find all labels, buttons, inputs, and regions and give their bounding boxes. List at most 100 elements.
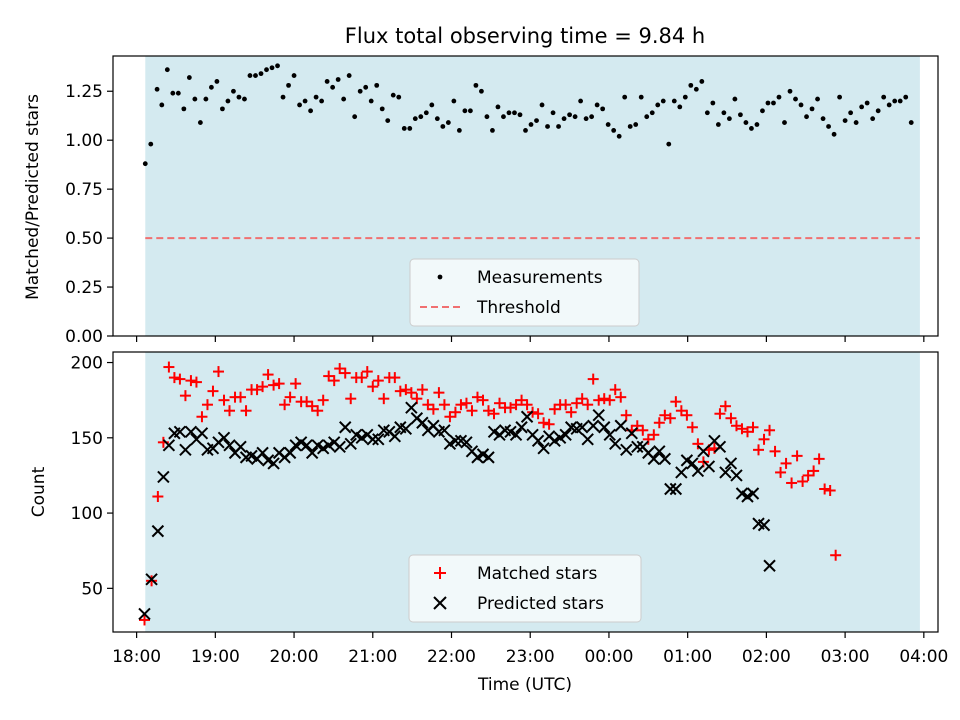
measurement-point [842, 118, 848, 124]
measurement-point [892, 98, 898, 104]
matched-star-point [830, 549, 842, 561]
predicted-star-point [157, 470, 170, 484]
measurement-point [308, 108, 313, 114]
measurement-point [721, 110, 727, 116]
measurement-point [583, 116, 589, 122]
measurement-point [197, 120, 203, 125]
matched-star-point [235, 391, 247, 403]
measurement-point [611, 128, 617, 133]
measurement-point [324, 79, 330, 84]
x-axis-label: Time (UTC) [477, 675, 572, 695]
measurement-point [154, 86, 160, 92]
predicted-star-point [344, 437, 357, 451]
matched-star-point [659, 409, 671, 421]
measurement-point [710, 100, 716, 106]
matched-star-point [471, 391, 483, 403]
top-y-tick-label: 0.00 [65, 327, 103, 347]
predicted-star-point [438, 424, 451, 437]
matched-star-point [780, 457, 792, 469]
measurement-point [765, 100, 771, 106]
matched-star-point [604, 394, 616, 406]
matched-star-point [477, 394, 489, 406]
matched-star-point [257, 381, 269, 393]
measurement-point [782, 120, 787, 125]
x-tick-label: 03:00 [821, 647, 870, 667]
bottom-y-tick-label: 200 [71, 354, 103, 374]
predicted-star-point [482, 451, 495, 464]
measurement-point [859, 104, 865, 110]
matched-star-point [163, 361, 175, 373]
matched-star-point [510, 399, 522, 411]
matched-star-point [152, 491, 164, 503]
measurement-point [159, 102, 165, 108]
measurement-point [754, 122, 760, 127]
measurement-point [407, 126, 413, 131]
measurement-point [875, 108, 881, 114]
matched-star-point [532, 408, 544, 420]
matched-star-point [653, 417, 665, 429]
matched-star-point [824, 484, 836, 496]
matched-star-point [753, 444, 765, 456]
measurement-point [258, 71, 264, 77]
measurement-point [286, 82, 291, 88]
matched-star-point [681, 409, 693, 421]
measurement-point [881, 94, 887, 100]
matched-star-point [312, 405, 324, 417]
predicted-star-point [625, 427, 638, 440]
measurement-point [550, 110, 556, 116]
measurement-point [484, 114, 490, 120]
matched-star-point [339, 367, 351, 379]
matched-star-point [582, 399, 594, 411]
measurement-point [214, 79, 220, 84]
matched-star-point [185, 375, 197, 387]
measurement-point [253, 73, 258, 78]
measurement-point [804, 114, 809, 120]
measurement-point [677, 104, 683, 110]
measurement-point [164, 67, 170, 73]
measurement-point [649, 110, 655, 116]
measurement-point [275, 63, 280, 69]
x-tick-label: 21:00 [348, 647, 397, 667]
predicted-star-point [520, 410, 534, 423]
matched-star-point [455, 399, 467, 411]
measurement-point [231, 88, 236, 94]
predicted-star-point [339, 421, 352, 434]
legend-matched-marker [434, 567, 446, 579]
matched-star-point [764, 424, 776, 436]
matched-star-point [505, 402, 517, 414]
matched-star-point [207, 385, 219, 397]
x-tick-label: 20:00 [270, 647, 319, 667]
predicted-star-point [746, 487, 760, 500]
measurement-point [798, 102, 804, 108]
top-plot-frame [112, 55, 939, 337]
legend-matched-label: Matched stars [477, 564, 597, 584]
measurement-point [396, 94, 402, 100]
predicted-star-point [509, 428, 523, 442]
matched-star-point [483, 405, 495, 417]
measurement-point [423, 110, 429, 116]
measurement-point [451, 98, 457, 104]
measurement-point [148, 141, 154, 147]
predicted-star-point [724, 457, 738, 470]
predicted-star-point [675, 466, 688, 479]
predicted-star-point [267, 457, 280, 470]
top-legend: Measurements Threshold [409, 258, 640, 327]
legend-predicted-label: Predicted stars [477, 594, 604, 614]
measurement-point [897, 98, 903, 104]
measurement-point [622, 94, 628, 100]
matched-star-point [543, 418, 555, 430]
matched-star-point [786, 477, 798, 489]
predicted-star-point [713, 440, 727, 454]
measurement-point [297, 102, 302, 108]
matched-star-point [323, 370, 335, 382]
predicted-star-point [515, 421, 528, 434]
matched-star-point [201, 399, 213, 411]
measurement-point [379, 106, 385, 112]
matched-star-point [405, 387, 417, 399]
top-y-tick-label: 0.50 [65, 229, 103, 249]
matched-star-point [367, 381, 379, 393]
predicted-star-point [719, 466, 732, 479]
measurement-point [749, 126, 754, 131]
predicted-star-point [162, 439, 176, 452]
